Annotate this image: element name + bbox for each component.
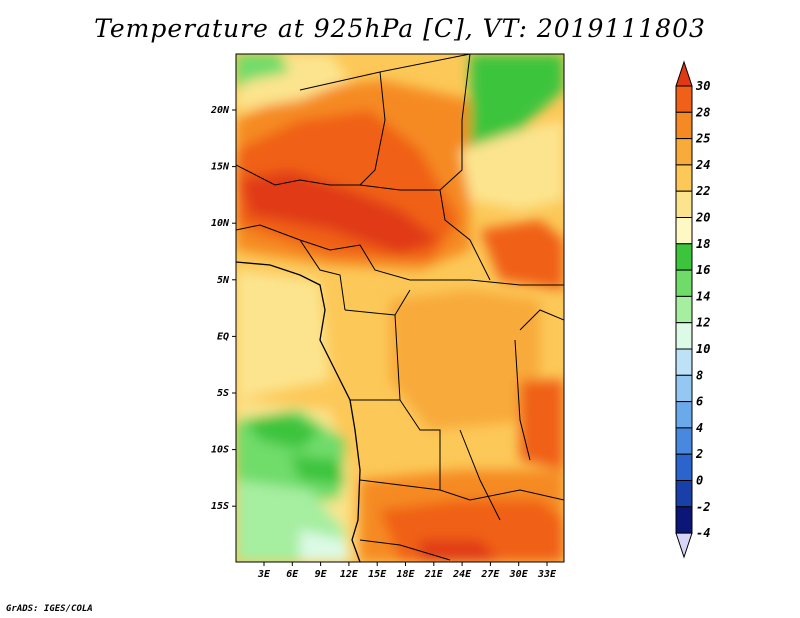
legend-label: 14 <box>696 289 710 303</box>
legend-color-swatch <box>675 164 693 192</box>
grads-credit: GrADS: IGES/COLA <box>6 604 93 614</box>
legend-color-swatch <box>675 60 693 87</box>
legend-color-swatch <box>675 480 693 508</box>
legend-color-swatch <box>675 427 693 455</box>
legend-label: -4 <box>696 526 710 540</box>
legend-color-swatch <box>675 111 693 140</box>
lon-tick-label: 12E <box>340 569 359 580</box>
legend-color-swatch <box>675 243 693 271</box>
map-title: Temperature at 925hPa [C], VT: 201911180… <box>94 14 706 43</box>
legend-label: 2 <box>695 447 703 461</box>
legend-color-swatch <box>675 269 693 297</box>
legend-label: 24 <box>695 158 710 172</box>
lat-tick-label: 10N <box>211 218 230 229</box>
lon-tick-label: 33E <box>537 569 557 580</box>
legend-color-swatch <box>675 295 693 324</box>
legend-color-swatch <box>675 85 693 113</box>
legend-label: 25 <box>695 132 710 146</box>
legend-label: 8 <box>696 368 703 382</box>
legend-label: -2 <box>696 500 710 514</box>
legend-label: 18 <box>696 237 710 251</box>
lat-tick-label: 10S <box>211 445 229 456</box>
lon-tick-label: 24E <box>452 569 472 580</box>
longitude-axis: 3E 6E 9E 12E 15E 18E 21E 24E 27E 30E 33E <box>257 562 557 580</box>
lat-tick-label: 5S <box>217 388 229 399</box>
legend-label: 22 <box>695 184 710 198</box>
lat-tick-label: 15S <box>211 501 229 512</box>
lat-tick-label: 20N <box>210 105 230 116</box>
legend-label: 28 <box>695 105 710 119</box>
legend-color-swatch <box>675 322 693 350</box>
map-frame <box>235 53 565 563</box>
lon-tick-label: 9E <box>315 569 328 580</box>
legend-label: 12 <box>696 316 710 330</box>
lat-tick-label: EQ <box>217 331 229 342</box>
legend-color-swatch <box>675 190 693 218</box>
legend-color-swatch <box>675 453 693 482</box>
lon-tick-label: 21E <box>424 569 444 580</box>
legend-label: 20 <box>695 211 710 225</box>
lon-tick-label: 30E <box>509 569 529 580</box>
legend-color-swatch <box>675 506 693 534</box>
legend-color-swatch <box>675 138 693 166</box>
legend-label: 10 <box>696 342 710 356</box>
legend-label: 0 <box>696 474 703 488</box>
lon-tick-label: 6E <box>286 569 299 580</box>
lat-tick-label: 15N <box>211 162 230 173</box>
legend-label: 16 <box>696 263 710 277</box>
legend-label: 30 <box>695 79 710 93</box>
lat-tick-label: 5N <box>217 275 230 286</box>
lon-tick-label: 27E <box>480 569 500 580</box>
latitude-axis: 20N 15N 10N 5N EQ 5S 10S 15S <box>210 105 236 512</box>
legend-color-swatch <box>675 348 693 376</box>
legend-color-swatch <box>675 532 693 559</box>
lon-tick-label: 15E <box>368 569 387 580</box>
lon-tick-label: 3E <box>257 569 271 580</box>
temperature-field <box>236 54 564 562</box>
legend-label: 4 <box>696 421 703 435</box>
lon-tick-label: 18E <box>396 569 415 580</box>
legend-color-swatch <box>675 374 693 403</box>
legend-color-swatch <box>675 217 693 245</box>
legend-label: 6 <box>696 395 703 409</box>
legend-color-swatch <box>675 401 693 429</box>
